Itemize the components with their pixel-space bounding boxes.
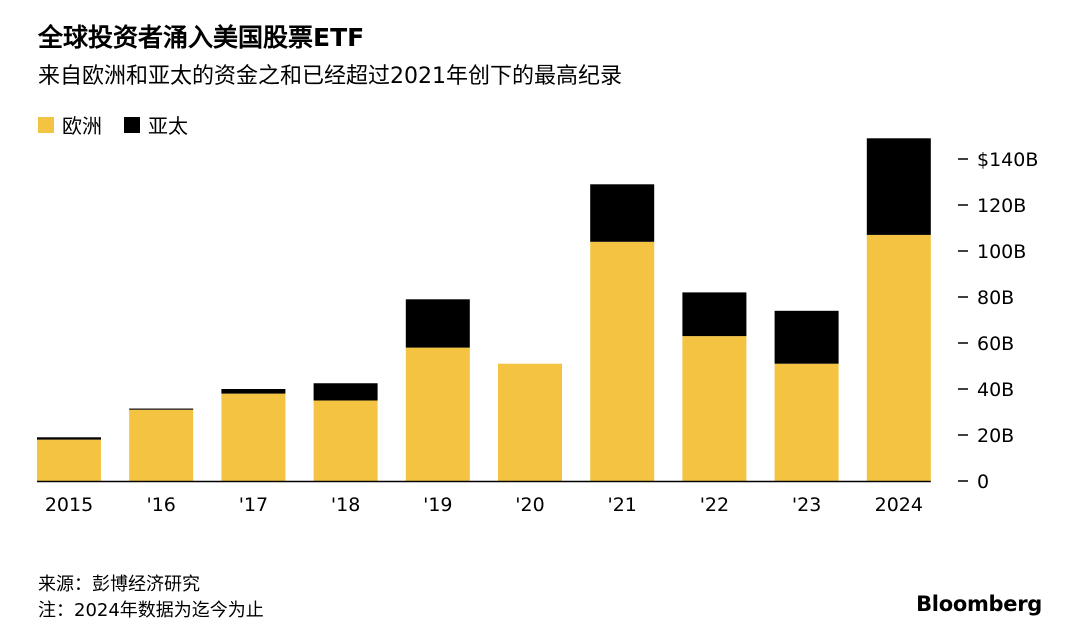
y-tick-label: 120B — [977, 195, 1026, 217]
bar-europe — [37, 439, 101, 481]
legend-label-europe: 欧洲 — [62, 114, 102, 138]
chart-title: 全球投资者涌入美国股票ETF — [38, 23, 365, 52]
bar-apac — [405, 299, 470, 348]
y-tick-label: 80B — [977, 287, 1014, 309]
bar-apac — [866, 138, 931, 235]
x-tick-label: '22 — [700, 494, 729, 516]
y-tick-label: 20B — [977, 425, 1014, 447]
x-tick-label: '20 — [515, 494, 544, 516]
bar-europe — [313, 400, 378, 481]
bar-apac — [37, 437, 101, 440]
bar-europe — [774, 363, 839, 481]
y-tick-label: 100B — [977, 241, 1026, 263]
bar-apac — [774, 310, 839, 364]
legend-item-europe: 欧洲 — [38, 110, 102, 139]
bar-europe — [590, 241, 655, 481]
bar-apac — [590, 184, 655, 242]
y-tick-label: $140B — [977, 149, 1038, 171]
bar-europe — [129, 409, 194, 481]
bar-europe — [405, 347, 470, 481]
x-tick-label: 2024 — [875, 494, 923, 516]
bar-europe — [221, 393, 286, 481]
bar-europe — [498, 363, 562, 481]
x-tick-label: '17 — [239, 494, 268, 516]
legend-swatch-europe — [38, 116, 54, 133]
legend-item-apac: 亚太 — [124, 110, 188, 139]
y-tick-label: 0 — [977, 471, 989, 493]
x-tick-label: '19 — [423, 494, 452, 516]
footnote: 注：2024年数据为迄今为止 — [38, 600, 264, 621]
x-tick-label: '21 — [607, 494, 636, 516]
legend-swatch-apac — [124, 116, 140, 133]
bar-apac — [682, 292, 747, 337]
y-tick-label: 60B — [977, 333, 1014, 355]
source-note: 来源：彭博经济研究 — [38, 574, 200, 595]
bar-apac — [129, 408, 194, 410]
x-tick-label: '16 — [146, 494, 175, 516]
bar-apac — [313, 383, 378, 401]
bar-europe — [866, 234, 931, 481]
bar-europe — [682, 336, 747, 481]
legend-label-apac: 亚太 — [148, 114, 188, 138]
x-tick-label: '23 — [792, 494, 821, 516]
x-tick-label: '18 — [331, 494, 360, 516]
y-tick-label: 40B — [977, 379, 1014, 401]
bloomberg-logo: Bloomberg — [916, 592, 1042, 616]
legend: 欧洲 亚太 — [38, 110, 210, 139]
x-tick-label: 2015 — [45, 494, 93, 516]
bar-apac — [221, 389, 286, 394]
chart-subtitle: 来自欧洲和亚太的资金之和已经超过2021年创下的最高纪录 — [38, 64, 622, 89]
